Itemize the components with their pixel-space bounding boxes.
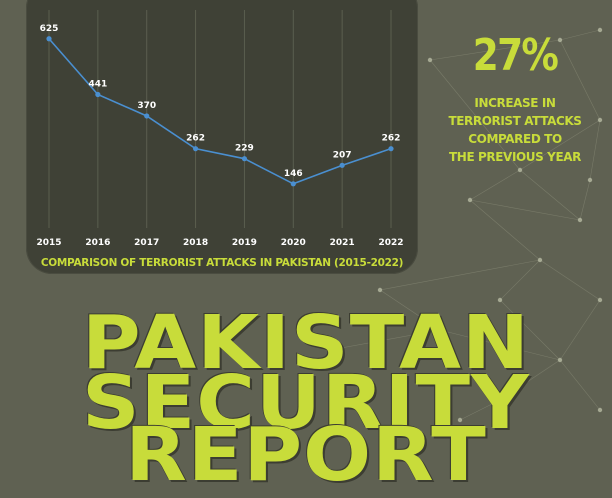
network-link (429, 59, 521, 171)
chart-panel (26, 0, 418, 274)
network-link (469, 199, 581, 221)
network-link (519, 169, 581, 221)
network-link (469, 169, 521, 201)
data-label: 262 (382, 134, 401, 144)
network-link (379, 289, 441, 331)
data-label: 441 (88, 79, 107, 89)
data-point (290, 181, 296, 187)
network-node (457, 417, 463, 423)
network-link (519, 119, 601, 171)
x-tick-label: 2019 (232, 238, 257, 248)
network-link (559, 39, 601, 121)
network-link (499, 359, 561, 401)
data-point (192, 146, 199, 152)
network-node (557, 357, 563, 363)
x-tick-label: 2016 (85, 238, 110, 248)
x-tick-label: 2020 (281, 238, 306, 248)
data-label: 625 (40, 24, 59, 34)
network-link (579, 179, 591, 221)
network-node (577, 217, 583, 223)
network-link (439, 329, 561, 361)
data-label: 146 (284, 169, 303, 179)
network-link (329, 329, 441, 351)
data-label: 370 (137, 101, 156, 111)
network-node (537, 257, 543, 263)
x-tick-label: 2018 (183, 238, 208, 248)
network-node (327, 347, 333, 353)
data-point (388, 146, 394, 152)
network-node (497, 397, 503, 403)
network-node (437, 327, 443, 333)
network-link (459, 399, 501, 421)
network-node (597, 117, 603, 123)
network-node (597, 297, 603, 303)
headline-line-3: REPORT (125, 412, 487, 498)
x-tick-label: 2022 (378, 238, 403, 248)
network-link (469, 199, 541, 261)
stat-line-2: TERRORIST ATTACKS (448, 114, 582, 128)
network-node (377, 287, 383, 293)
headline-line-1: PAKISTAN (81, 300, 530, 386)
network-node (517, 167, 523, 173)
data-point (95, 91, 101, 98)
x-tick-label: 2021 (330, 238, 355, 248)
network-node (557, 37, 563, 43)
network-node (597, 407, 603, 413)
network-node (467, 197, 473, 203)
network-node (587, 177, 593, 183)
data-point (241, 156, 248, 162)
data-point (339, 162, 345, 168)
stat-line-1: INCREASE IN (474, 96, 556, 110)
network-link (499, 259, 541, 301)
data-point (144, 113, 150, 119)
network-background (327, 27, 603, 423)
network-node (597, 27, 603, 33)
series-line (48, 38, 392, 185)
network-link (589, 119, 601, 181)
x-tick-label: 2017 (134, 238, 159, 248)
stat-line-4: THE PREVIOUS YEAR (449, 150, 581, 164)
network-link (429, 39, 561, 61)
data-label: 207 (333, 150, 352, 160)
network-link (559, 359, 601, 411)
data-label: 262 (186, 134, 205, 144)
stat-line-3: COMPARED TO (468, 132, 562, 146)
network-link (499, 299, 561, 361)
network-link (559, 29, 601, 41)
chart-title: COMPARISON OF TERRORIST ATTACKS IN PAKIS… (40, 257, 404, 269)
x-tick-label: 2015 (36, 238, 61, 248)
network-node (497, 297, 503, 303)
attacks-line-chart: 625 441 370 262 229 146 207 262 2015 2016 2017 2018… (36, 10, 404, 248)
network-link (559, 299, 601, 361)
network-link (539, 259, 601, 301)
network-node (427, 57, 433, 63)
data-label: 229 (235, 144, 254, 154)
network-link (379, 259, 541, 291)
stat-value: 27% (472, 30, 559, 81)
data-point (46, 36, 52, 42)
